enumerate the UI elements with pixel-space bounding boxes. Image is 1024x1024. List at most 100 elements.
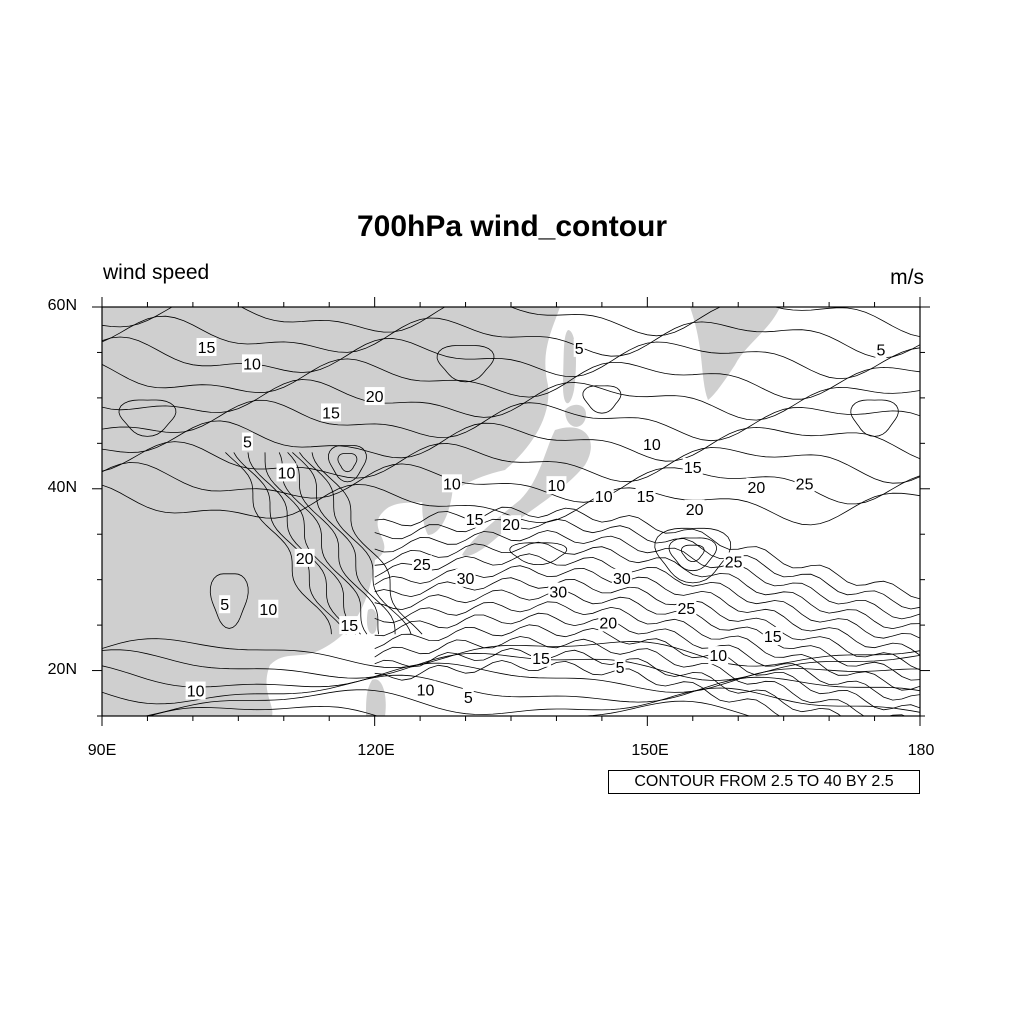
contour-label: 5: [219, 595, 231, 614]
contour-label-text: 30: [613, 571, 631, 588]
contour-label: 25: [794, 474, 815, 493]
contour-label: 10: [546, 476, 567, 495]
land-hokkaido: [565, 404, 586, 427]
north-contour-line: [102, 307, 920, 337]
jet-contour-line: [374, 518, 920, 610]
contour-label: 10: [276, 463, 297, 482]
contour-label: 20: [501, 515, 521, 534]
closed-contour-loop: [337, 453, 358, 473]
contour-label-text: 5: [616, 660, 625, 677]
contour-label: 10: [241, 354, 262, 373]
jet-contour-line: [374, 553, 920, 639]
contour-label: 15: [682, 457, 703, 477]
continental-contour-line: [299, 452, 412, 635]
contour-label-text: 15: [340, 618, 358, 635]
continental-contour-line: [233, 452, 347, 635]
contour-label: 25: [676, 598, 697, 618]
axis-ticks: [92, 297, 930, 726]
contour-label-text: 15: [466, 512, 484, 529]
contour-label: 20: [598, 613, 619, 632]
land-taiwan: [366, 608, 378, 634]
contour-label: 15: [530, 648, 551, 668]
contour-label-text: 15: [532, 651, 550, 668]
contour-label-text: 30: [549, 584, 567, 601]
left-string: wind speed: [103, 261, 210, 284]
contour-label-text: 5: [876, 343, 885, 360]
contour-label: 10: [258, 599, 279, 619]
contour-label: 10: [441, 474, 462, 493]
contour-label-text: 10: [443, 476, 461, 493]
lat-label-40n: 40N: [47, 479, 77, 496]
continental-contour-line: [292, 452, 396, 635]
contour-label: 20: [294, 548, 315, 568]
closed-contour-loop: [668, 537, 717, 572]
jet-contour-line: [374, 541, 920, 630]
contour-label: 10: [708, 646, 729, 665]
contour-label-text: 10: [643, 437, 661, 454]
contour-label: 15: [196, 337, 217, 357]
contour-label-text: 25: [413, 557, 431, 574]
closed-contour-loop: [850, 399, 899, 437]
jet-contour-line: [374, 636, 906, 716]
units-string: m/s: [890, 266, 924, 289]
lat-label-60n: 60N: [47, 297, 77, 314]
contour-label-text: 10: [709, 648, 727, 665]
closed-contour-loop: [582, 385, 622, 414]
lon-label-90e: 90E: [87, 742, 117, 759]
jet-contour-line: [374, 660, 781, 716]
contour-label-text: 20: [296, 551, 314, 568]
contour-label: 5: [614, 657, 626, 677]
land-japan: [462, 427, 591, 556]
north-contour-line: [102, 462, 920, 505]
closed-contour-loop: [509, 542, 568, 566]
contour-label-text: 5: [464, 690, 473, 707]
contour-label-text: 10: [417, 683, 435, 700]
contour-label-text: 5: [243, 435, 252, 452]
contour-label-text: 15: [684, 460, 702, 477]
contour-label: 30: [611, 568, 632, 588]
lon-label-150e: 150E: [631, 742, 669, 759]
continental-contour-line: [264, 452, 361, 635]
land-philippines: [366, 679, 386, 716]
north-contour-line: [102, 315, 920, 359]
continental-contour-line: [278, 452, 368, 635]
continental-contour-line: [287, 452, 379, 635]
continental-contour-line: [311, 452, 423, 635]
contour-label-text: 20: [748, 480, 766, 497]
south-contour-line: [143, 687, 920, 716]
continental-contour-line: [225, 452, 332, 635]
north-contour-line: [102, 336, 920, 380]
land-kamchatka: [690, 307, 780, 400]
closed-contour-loop: [654, 527, 732, 584]
jet-contour-line: [374, 647, 842, 716]
contour-label-text: 15: [322, 405, 340, 422]
contour-label: 15: [321, 403, 342, 422]
south-contour-line: [102, 662, 920, 693]
jet-contour-line: [374, 577, 920, 671]
contour-label: 5: [241, 432, 253, 452]
land-sakhalin: [562, 330, 576, 404]
contour-label: 30: [548, 582, 569, 601]
north-contour-line: [102, 379, 920, 421]
jet-contour-line: [374, 530, 920, 620]
contour-label: 10: [641, 435, 662, 454]
contour-label: 20: [746, 477, 767, 497]
contour-label: 15: [464, 509, 485, 529]
contour-label-text: 25: [678, 601, 696, 618]
contour-label-text: 10: [595, 489, 613, 506]
continental-contour-line: [247, 452, 356, 635]
contour-label-text: 10: [278, 465, 296, 482]
contour-label: 20: [684, 499, 705, 519]
jet-contour-line: [374, 612, 920, 701]
contour-label-text: 15: [637, 489, 655, 506]
north-contour-line: [102, 441, 920, 484]
jet-contour-line: [374, 624, 920, 711]
contour-label: 15: [635, 487, 656, 506]
closed-contour-loop: [680, 544, 705, 563]
closed-contour-loop: [209, 573, 249, 629]
contour-label-text: 5: [220, 597, 229, 614]
plot-title: 700hPa wind_contour: [356, 210, 668, 243]
contour-label: 5: [875, 340, 887, 360]
north-contour-line: [102, 420, 920, 462]
contour-label-text: 25: [725, 554, 743, 571]
